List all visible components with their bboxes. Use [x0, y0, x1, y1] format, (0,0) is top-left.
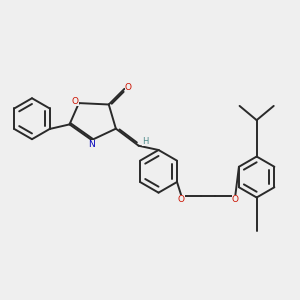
Text: O: O	[125, 83, 132, 92]
Text: O: O	[178, 195, 185, 204]
Text: O: O	[72, 97, 79, 106]
Text: O: O	[232, 195, 239, 204]
Text: H: H	[142, 137, 148, 146]
Text: N: N	[88, 140, 95, 148]
